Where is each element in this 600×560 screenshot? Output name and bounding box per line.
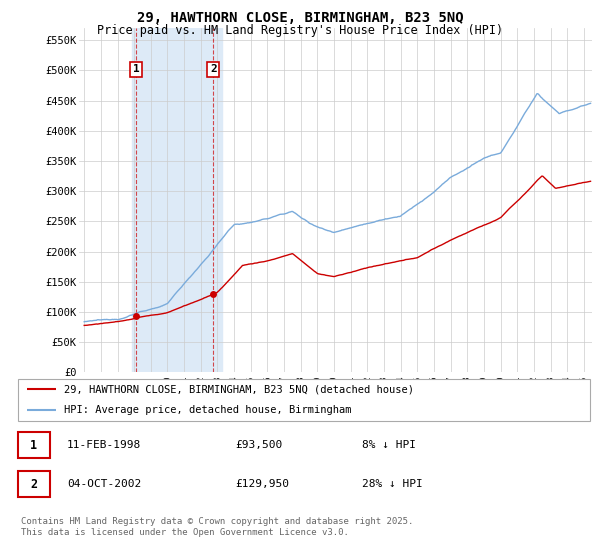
Text: 11-FEB-1998: 11-FEB-1998	[67, 440, 142, 450]
Text: 29, HAWTHORN CLOSE, BIRMINGHAM, B23 5NQ: 29, HAWTHORN CLOSE, BIRMINGHAM, B23 5NQ	[137, 11, 463, 25]
Text: 1: 1	[133, 64, 140, 74]
FancyBboxPatch shape	[18, 471, 50, 497]
Text: Contains HM Land Registry data © Crown copyright and database right 2025.
This d: Contains HM Land Registry data © Crown c…	[21, 517, 413, 536]
Text: 1: 1	[30, 438, 37, 451]
Text: 28% ↓ HPI: 28% ↓ HPI	[362, 479, 423, 489]
FancyBboxPatch shape	[18, 432, 50, 458]
Text: 2: 2	[210, 64, 217, 74]
Text: 8% ↓ HPI: 8% ↓ HPI	[362, 440, 416, 450]
FancyBboxPatch shape	[18, 379, 590, 421]
Text: HPI: Average price, detached house, Birmingham: HPI: Average price, detached house, Birm…	[64, 405, 352, 416]
Text: Price paid vs. HM Land Registry's House Price Index (HPI): Price paid vs. HM Land Registry's House …	[97, 24, 503, 36]
Text: 29, HAWTHORN CLOSE, BIRMINGHAM, B23 5NQ (detached house): 29, HAWTHORN CLOSE, BIRMINGHAM, B23 5NQ …	[64, 384, 414, 394]
Bar	[133, 28, 223, 372]
Text: 04-OCT-2002: 04-OCT-2002	[67, 479, 142, 489]
Text: £129,950: £129,950	[235, 479, 289, 489]
Text: £93,500: £93,500	[235, 440, 282, 450]
Text: 2: 2	[30, 478, 37, 491]
